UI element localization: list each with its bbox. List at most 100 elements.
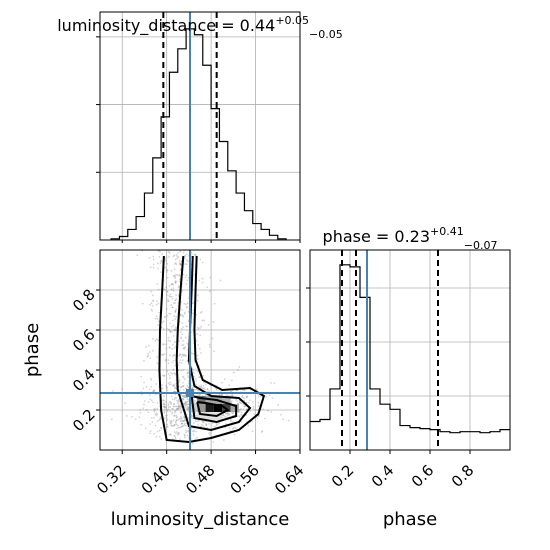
joint-sample-point (169, 331, 172, 333)
joint-sample-point (187, 386, 190, 389)
joint-sample-point (156, 318, 159, 320)
joint-sample-point (232, 427, 235, 429)
joint-sample-point (245, 401, 248, 404)
joint-sample-point (166, 269, 169, 272)
joint-sample-point (196, 299, 199, 302)
joint-sample-point (183, 424, 186, 427)
luminosity-distance-hist-grid (100, 12, 301, 243)
joint-sample-point (230, 394, 233, 397)
joint-sample-point (185, 401, 187, 404)
joint-sample-point (166, 290, 169, 293)
joint-sample-point (165, 308, 168, 310)
joint-sample-point (287, 419, 290, 422)
joint-sample-point (178, 431, 180, 434)
joint-truth-marker (186, 389, 194, 397)
ph-xtick-label-1: 0.4 (368, 461, 398, 491)
joint-sample-point (169, 354, 172, 357)
joint-sample-point (196, 354, 199, 357)
joint-sample-point (179, 426, 181, 429)
joint-sample-point (131, 415, 133, 418)
joint-sample-point (185, 259, 188, 262)
joint-sample-point (184, 354, 187, 357)
joint-sample-point (187, 407, 190, 410)
joint-sample-point (225, 416, 227, 419)
joint-sample-point (252, 400, 254, 403)
joint-sample-point (268, 394, 271, 397)
joint-sample-point (164, 358, 167, 361)
joint-sample-point (174, 435, 177, 438)
joint-sample-point (183, 420, 186, 422)
joint-sample-point (155, 300, 158, 303)
joint-sample-point (152, 258, 155, 261)
joint-sample-point (174, 420, 177, 423)
joint-sample-point (181, 353, 184, 356)
joint-sample-point (168, 433, 171, 436)
joint-sample-point (173, 396, 176, 399)
joint-sample-point (199, 386, 202, 389)
joint-sample-point (179, 416, 182, 419)
joint-sample-point (193, 422, 195, 425)
joint-sample-point (187, 386, 190, 389)
joint-sample-point (178, 404, 180, 407)
joint-sample-point (252, 407, 255, 410)
luminosity-distance-hist-frame (99, 11, 301, 241)
joint-sample-point (176, 257, 178, 260)
joint-sample-point (184, 255, 187, 258)
joint-sample-point (163, 288, 166, 291)
joint-sample-point (173, 405, 176, 408)
joint-sample-point (195, 340, 198, 342)
joint-sample-point (186, 279, 189, 282)
joint-sample-point (166, 270, 168, 273)
joint-sample-point (178, 361, 181, 364)
joint-density-cell-7 (222, 396, 231, 404)
joint-sample-point (181, 417, 183, 420)
joint-sample-point (172, 329, 175, 332)
joint-sample-point (152, 300, 155, 302)
joint-sample-point (191, 442, 194, 445)
joint-distribution-panel: 0.32 0.40 0.48 0.56 0.64 0.2 0.4 0.6 0.8 lumino… (22, 249, 307, 530)
joint-sample-point (180, 336, 183, 339)
joint-sample-point (170, 395, 173, 398)
joint-sample-point (237, 369, 239, 371)
joint-sample-point (218, 422, 221, 425)
joint-sample-point (184, 276, 187, 279)
joint-sample-point (175, 416, 178, 419)
joint-sample-point (179, 263, 182, 266)
joint-sample-point (185, 407, 188, 410)
joint-sample-point (257, 401, 260, 404)
joint-sample-point (167, 406, 170, 409)
joint-sample-point (170, 420, 173, 422)
joint-sample-point (200, 384, 203, 387)
joint-sample-point (165, 347, 168, 350)
joint-sample-point (180, 262, 182, 265)
joint-sample-point (182, 398, 185, 401)
joint-sample-point (177, 286, 180, 289)
joint-sample-point (180, 263, 182, 266)
joint-sample-point (173, 268, 176, 271)
joint-sample-point (198, 419, 201, 422)
joint-sample-point (140, 423, 143, 426)
joint-sample-point (209, 276, 212, 279)
joint-y-ticks: 0.2 0.4 0.6 0.8 (69, 286, 100, 435)
joint-sample-point (215, 388, 218, 390)
joint-sample-point (169, 381, 172, 384)
joint-sample-point (194, 388, 197, 391)
joint-sample-point (166, 410, 169, 413)
joint-sample-point (156, 407, 159, 410)
joint-sample-point (186, 325, 189, 328)
joint-sample-point (149, 423, 152, 425)
joint-sample-point (172, 359, 175, 362)
joint-sample-point (183, 347, 186, 349)
joint-sample-point (206, 286, 209, 289)
joint-sample-point (162, 399, 165, 402)
joint-sample-point (177, 399, 180, 401)
joint-sample-point (171, 398, 174, 401)
joint-sample-point (196, 333, 199, 335)
joint-sample-point (175, 422, 177, 424)
joint-sample-point (165, 343, 167, 346)
joint-sample-point (167, 382, 170, 385)
ph-xtick-label-0: 0.2 (328, 461, 358, 491)
joint-sample-point (181, 422, 184, 425)
joint-sample-point (236, 400, 239, 402)
joint-sample-point (177, 407, 180, 410)
